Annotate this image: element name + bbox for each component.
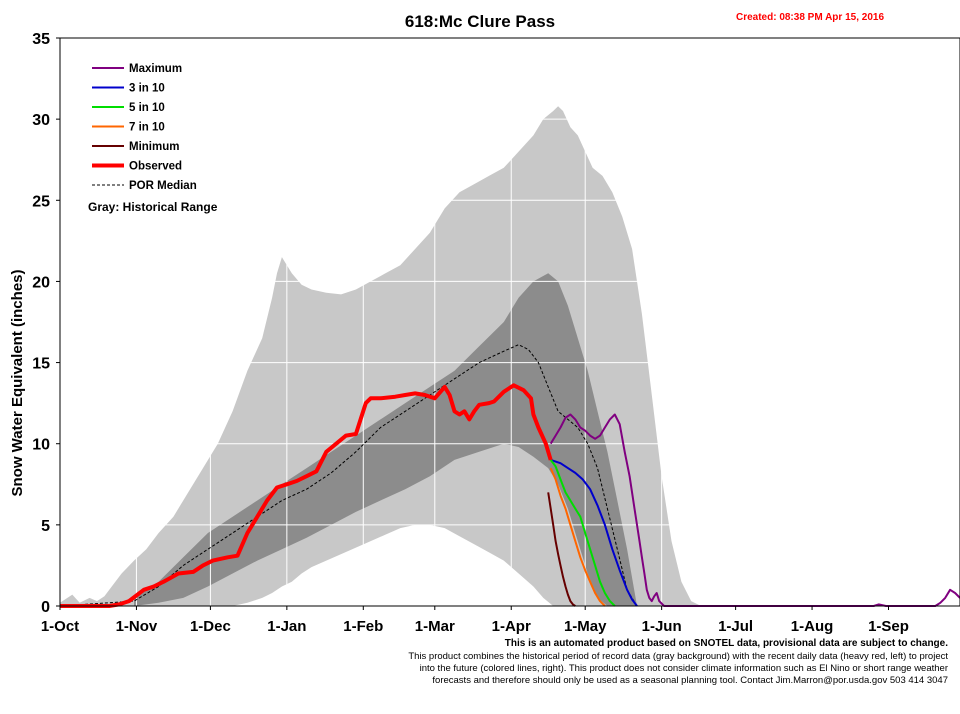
legend-label-5: Minimum [129,141,179,153]
footer-line-1: This is an automated product based on SN… [505,638,948,649]
xtick-label-1-Aug: 1-Aug [791,618,834,635]
range-outer-area [60,106,702,606]
created-timestamp: Created: 08:38 PM Apr 15, 2016 [736,12,884,23]
chart-title: 618:Mc Clure Pass [405,12,555,31]
xtick-label-1-May: 1-May [564,618,607,635]
legend-label-6: Observed [129,161,182,173]
legend-label-7: POR Median [129,180,197,192]
xtick-label-1-Jul: 1-Jul [718,618,753,635]
xtick-label-1-Nov: 1-Nov [116,618,158,635]
series-por-median [59,344,638,607]
legend-label-2: 3 in 10 [129,83,165,95]
series-minimum [547,492,576,607]
legend-label-4: 7 in 10 [129,122,165,134]
xtick-label-1-Oct: 1-Oct [41,618,79,635]
plot-frame [59,37,960,607]
footer-line-4: forecasts and therefore should only be u… [432,675,948,686]
legend-label-3: 5 in 10 [129,102,165,114]
y-axis-label: Snow Water Equivalent (inches) [9,270,26,497]
ytick-label-0: 0 [41,599,50,616]
ytick-label-30: 30 [32,112,50,129]
y-axis: 0 5 10 15 20 25 30 35 [32,31,60,616]
series-lines [59,344,960,608]
ytick-label-25: 25 [32,193,50,210]
xtick-label-1-Feb: 1-Feb [343,618,383,635]
series-5-in-10 [549,459,616,607]
ytick-label-15: 15 [32,356,50,373]
x-axis: 1-Oct 1-Nov 1-Dec 1-Jan 1-Feb 1-Mar 1-Apr 1-May… [41,606,909,635]
series-observed [60,383,553,608]
xtick-label-1-Apr: 1-Apr [492,618,531,635]
historical-range-outer [60,106,702,606]
xtick-label-1-Sep: 1-Sep [868,618,909,635]
xtick-label-1-Jan: 1-Jan [267,618,306,635]
ytick-label-35: 35 [32,31,50,48]
xtick-label-1-Mar: 1-Mar [415,618,455,635]
series-3-in-10 [550,458,638,607]
footer-line-3: into the future (colored lines, right). … [420,663,948,674]
xtick-label-1-Jun: 1-Jun [642,618,682,635]
legend-entries: Maximum 3 in 10 5 in 10 7 in 10 Minimum Obser… [92,63,197,192]
ytick-label-5: 5 [41,518,50,535]
legend-box [76,54,244,220]
legend: Maximum 3 in 10 5 in 10 7 in 10 Minimum Obser… [76,54,244,220]
legend-note: Gray: Historical Range [88,200,218,214]
footer-line-2: This product combines the historical per… [408,651,948,662]
footer: This is an automated product based on SN… [408,638,948,686]
legend-label-1: Maximum [129,63,182,75]
ytick-label-20: 20 [32,274,50,291]
ytick-label-10: 10 [32,437,50,454]
series-7-in-10 [549,467,606,607]
xtick-label-1-Dec: 1-Dec [190,618,231,635]
